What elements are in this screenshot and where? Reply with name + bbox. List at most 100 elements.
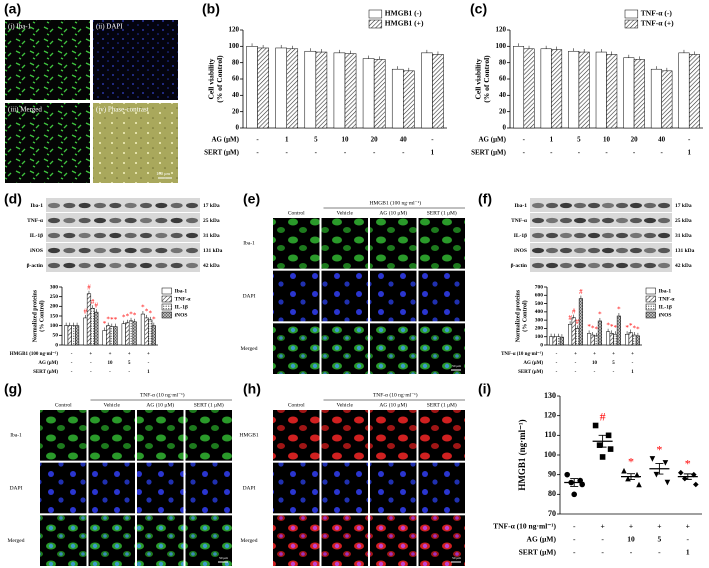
micrograph — [88, 462, 135, 514]
condition-value: 40 — [658, 136, 666, 144]
condition-value: - — [573, 522, 576, 531]
blot-band — [155, 232, 168, 239]
condition-label: TNF-α (10 ng·ml⁻¹) — [501, 351, 543, 357]
blot-band — [78, 232, 91, 239]
micrograph — [273, 410, 320, 461]
condition-label: SERT (μM) — [33, 370, 58, 375]
micrograph — [185, 462, 232, 514]
legend-swatch — [368, 19, 383, 29]
condition-label: SERT (μM) — [204, 149, 240, 157]
micrograph — [273, 323, 320, 374]
y-axis-label: Normalized proteins — [32, 289, 38, 342]
bar — [551, 49, 563, 129]
blot-band — [588, 232, 600, 239]
condition-value: - — [578, 149, 581, 157]
blot-band — [644, 262, 656, 269]
bar — [578, 51, 590, 129]
blot-band — [63, 202, 76, 209]
bar — [549, 336, 554, 346]
micrograph — [418, 323, 465, 374]
micrograph — [370, 218, 417, 269]
row-label: Merged — [240, 346, 257, 352]
y-tick-label: 100 — [496, 42, 507, 50]
micrograph — [321, 462, 368, 514]
condition-value: 10 — [603, 136, 611, 144]
blot-band — [630, 247, 642, 254]
blot-band — [630, 217, 642, 224]
condition-value: - — [90, 370, 92, 375]
condition-value: + — [593, 352, 596, 357]
condition-label: AG (μM) — [479, 136, 507, 144]
blot-band — [124, 217, 137, 224]
row-label: Iba-1 — [243, 241, 255, 247]
column-label: Vehicle — [337, 402, 354, 408]
blot-strip — [46, 258, 200, 272]
blot-band — [48, 232, 60, 239]
bar — [113, 326, 118, 346]
blot-band — [140, 232, 152, 239]
data-point — [664, 479, 671, 486]
condition-value: 10 — [342, 136, 350, 144]
significance-mark: # — [572, 307, 576, 315]
column-label: SERT (1 μM) — [194, 401, 224, 408]
micrograph — [185, 410, 232, 461]
bar — [590, 334, 595, 346]
condition-label: SERT (μM) — [471, 149, 507, 157]
condition-value: 1 — [631, 370, 634, 375]
bar — [94, 311, 99, 346]
blot-band — [658, 217, 670, 224]
y-tick-label: 110 — [544, 430, 556, 439]
condition-value: - — [373, 149, 376, 157]
blot-band — [588, 202, 600, 209]
legend-swatch — [161, 303, 172, 311]
blot-band — [94, 217, 106, 224]
significance-mark: * — [126, 312, 130, 320]
significance-mark: * — [114, 316, 118, 324]
significance-mark: * — [110, 316, 114, 324]
micrograph — [273, 218, 320, 269]
significance-mark: * — [656, 443, 662, 457]
y-tick-label: 120 — [229, 26, 240, 34]
micrograph — [370, 323, 417, 374]
significance-mark: * — [625, 324, 629, 332]
bar — [257, 47, 269, 129]
significance-mark: * — [685, 456, 691, 470]
legend-label: HMGB1 (+) — [385, 19, 424, 28]
blot-band — [630, 262, 642, 269]
row-label: Iba-1 — [10, 433, 22, 439]
scale-bar-label: 100 μm — [156, 171, 170, 176]
bar — [315, 51, 328, 129]
blot-band — [616, 232, 628, 239]
blot-band — [63, 232, 76, 239]
bar — [625, 333, 630, 346]
blot-band — [170, 217, 183, 224]
bar — [148, 319, 153, 346]
significance-mark: * — [595, 325, 599, 333]
y-tick-label: 0 — [236, 124, 240, 132]
condition-value: - — [594, 370, 596, 375]
scale-bar-label: 50 μm — [452, 556, 461, 560]
bar — [362, 58, 375, 129]
blot-strip — [46, 213, 200, 227]
significance-mark: * — [103, 320, 107, 328]
bar — [144, 317, 149, 346]
legend-label: iNOS — [659, 312, 672, 318]
condition-value: 1 — [687, 149, 691, 157]
column-label: Control — [55, 402, 72, 408]
blot-band — [616, 262, 628, 269]
condition-value: 10 — [627, 535, 635, 544]
significance-mark: * — [106, 315, 110, 323]
bar — [333, 52, 346, 129]
data-point — [653, 471, 660, 478]
significance-mark: * — [598, 311, 602, 319]
blot-band — [574, 247, 586, 254]
scale-bar-label: 50 μm — [219, 556, 228, 560]
condition-value: - — [431, 136, 434, 144]
data-point — [564, 471, 571, 478]
condition-value: - — [556, 352, 558, 357]
blot-band — [644, 232, 656, 239]
blot-band — [588, 247, 600, 254]
band-size: 131 kDa — [203, 248, 223, 254]
band-label: TNF-α — [27, 218, 44, 224]
row-label: DAPI — [243, 293, 256, 299]
